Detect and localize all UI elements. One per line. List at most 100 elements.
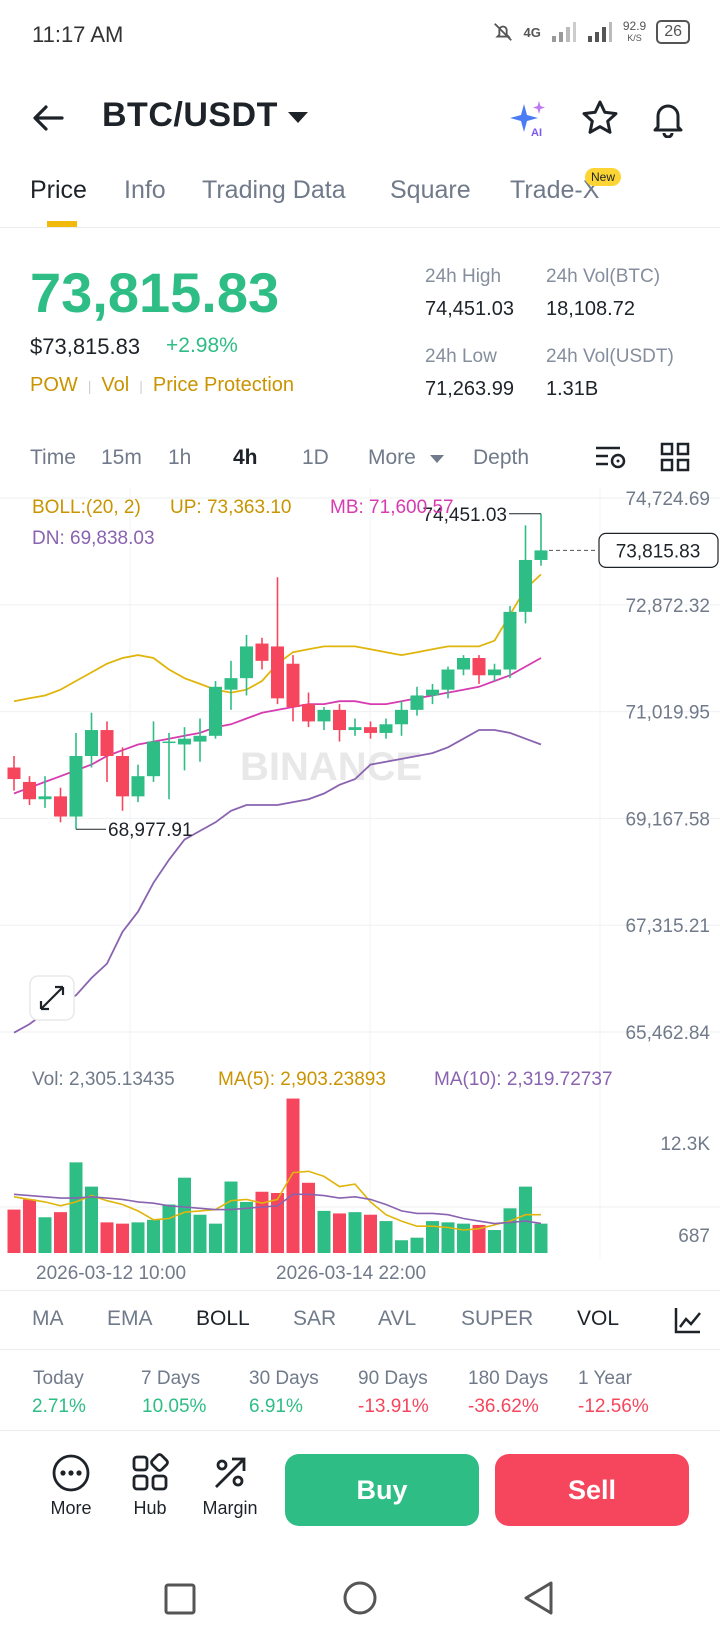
volume-bar (317, 1210, 331, 1253)
stat-24h-vol-btc-label: 24h Vol(BTC) (546, 266, 661, 287)
indicator-sar[interactable]: SAR (293, 1307, 337, 1330)
tag-price-protection[interactable]: Price Protection (152, 374, 295, 396)
volume-bar (472, 1224, 486, 1253)
candle-body (54, 796, 67, 817)
more-caret-icon[interactable] (430, 455, 444, 463)
candle-body (240, 646, 253, 679)
tab-price[interactable]: Price (30, 176, 87, 204)
indicator-vol[interactable]: VOL (577, 1307, 620, 1330)
volume-bar (209, 1223, 222, 1253)
volume-ma5-line (13, 1170, 541, 1231)
trading-pair-title[interactable]: BTC/USDT (102, 96, 278, 134)
back-arrow-icon[interactable] (30, 100, 66, 136)
active-tab-indicator (47, 221, 77, 227)
indicator-ma[interactable]: MA (32, 1307, 64, 1330)
tag-pow[interactable]: POW (30, 374, 78, 396)
more-action[interactable]: More (46, 1453, 96, 1519)
candle-body (271, 646, 284, 699)
candlestick-chart[interactable]: BINANCE 74,724.69 72,872.32 71,019.95 69,16… (0, 488, 720, 1284)
favorite-star-icon[interactable] (580, 98, 620, 138)
candle-body (302, 704, 315, 722)
pair-dropdown-caret-icon[interactable] (288, 112, 308, 123)
tag-vol[interactable]: Vol (101, 374, 130, 396)
signal-icon (551, 22, 576, 42)
boll-dn-label: DN: 69,838.03 (32, 528, 155, 549)
network-speed: 92.9 K/S (623, 20, 646, 44)
candle-body (38, 796, 52, 800)
volume-bar (147, 1219, 160, 1253)
candle-body (426, 689, 439, 696)
asset-tags: POW | Vol | Price Protection (30, 374, 294, 397)
interval-depth[interactable]: Depth (473, 446, 530, 469)
stat-24h-low-value: 71,263.99 (425, 378, 514, 400)
tab-trading-data[interactable]: Trading Data (202, 176, 346, 204)
y-tick-label: 69,167.58 (625, 809, 710, 830)
candle-body (131, 776, 145, 797)
candle-body (209, 686, 222, 736)
fullscreen-button[interactable] (29, 975, 75, 1021)
top-app-bar: BTC/USDT AI (0, 72, 720, 162)
tab-square[interactable]: Square (390, 176, 471, 204)
hub-grid-icon (132, 1453, 169, 1491)
margin-action[interactable]: Margin (195, 1453, 265, 1519)
tab-info[interactable]: Info (124, 176, 166, 204)
ai-sparkle-icon[interactable]: AI (508, 98, 548, 138)
system-navigation-bar (0, 1560, 720, 1640)
interval-1d[interactable]: 1D (302, 446, 329, 469)
y-tick-label: 74,724.69 (625, 489, 710, 510)
new-badge: New (585, 168, 622, 186)
back-nav-icon[interactable] (522, 1580, 556, 1616)
volume-ma5-label: MA(5): 2,903.23893 (218, 1069, 386, 1090)
perf-today-value: 2.71% (32, 1396, 86, 1417)
last-price: 73,815.83 (30, 261, 280, 324)
volume-bar (38, 1217, 52, 1253)
tab-trade-x[interactable]: Trade-X (510, 176, 600, 204)
usd-price: $73,815.83 (30, 334, 141, 359)
chart-settings-icon[interactable] (594, 442, 628, 472)
volume-bar (395, 1240, 408, 1253)
indicator-super[interactable]: SUPER (461, 1307, 534, 1330)
layout-grid-icon[interactable] (660, 442, 690, 472)
candle-body (333, 709, 346, 731)
volume-bar (193, 1214, 207, 1253)
interval-15m[interactable]: 15m (101, 446, 142, 469)
perf-90d-label: 90 Days (358, 1368, 428, 1389)
volume-bar (302, 1182, 315, 1253)
more-dots-icon (52, 1454, 90, 1492)
volume-bar (224, 1181, 238, 1253)
indicator-settings-icon[interactable] (673, 1305, 703, 1335)
y-tick-label: 65,462.84 (625, 1023, 710, 1044)
stat-24h-high-value: 74,451.03 (425, 298, 514, 320)
perf-30d-value: 6.91% (249, 1396, 303, 1417)
interval-time[interactable]: Time (30, 446, 76, 469)
stat-24h-vol-usdt-label: 24h Vol(USDT) (546, 346, 674, 367)
indicator-avl[interactable]: AVL (378, 1307, 417, 1330)
status-icons: 4G 92.9 K/S 26 (492, 20, 690, 44)
price-chart-area[interactable]: BINANCE 74,724.69 72,872.32 71,019.95 69,16… (0, 488, 720, 1288)
interval-4h[interactable]: 4h (233, 446, 258, 469)
boll-mb-label: MB: 71,600.57 (330, 497, 454, 518)
margin-leverage-icon (215, 1457, 246, 1488)
price-alert-bell-icon[interactable] (648, 98, 688, 138)
home-icon[interactable] (342, 1580, 378, 1616)
volume-bar (271, 1193, 284, 1253)
extreme-markers: 74,451.03 68,977.91 73,815.83 (76, 505, 719, 841)
volume-bar (240, 1201, 253, 1253)
candle-body (23, 781, 36, 800)
interval-1h[interactable]: 1h (168, 446, 192, 469)
recent-apps-icon[interactable] (163, 1582, 197, 1616)
interval-more[interactable]: More (368, 446, 416, 469)
candle-body (395, 709, 408, 725)
indicator-boll[interactable]: BOLL (196, 1307, 250, 1330)
indicator-ema[interactable]: EMA (107, 1307, 153, 1330)
hub-action[interactable]: Hub (125, 1453, 175, 1519)
buy-button[interactable]: Buy (285, 1454, 479, 1526)
volume-bar (457, 1223, 470, 1253)
candle-body (255, 643, 269, 661)
volume-bar (488, 1230, 501, 1253)
mute-notification-icon (493, 23, 512, 41)
volume-bar (348, 1212, 362, 1253)
sell-button[interactable]: Sell (495, 1454, 689, 1526)
volume-label: Vol: 2,305.13435 (32, 1069, 175, 1090)
perf-7d-value: 10.05% (142, 1396, 207, 1417)
